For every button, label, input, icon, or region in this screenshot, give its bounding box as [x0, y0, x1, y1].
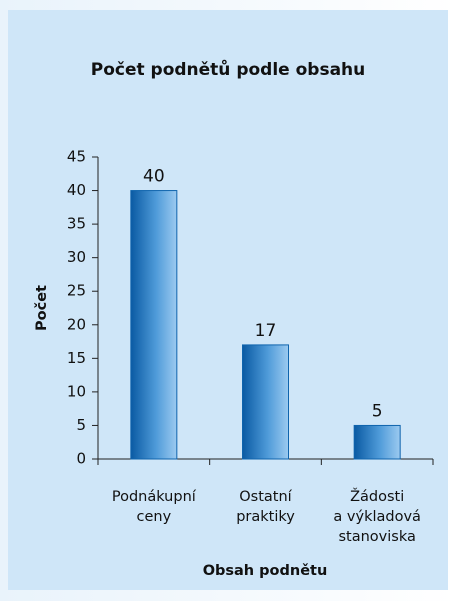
y-tick-label: 40 — [67, 181, 86, 199]
x-tick-label: stanoviska — [338, 529, 415, 545]
x-tick-label: Žádosti — [350, 487, 404, 505]
y-tick-label: 15 — [67, 349, 86, 367]
y-tick-label: 0 — [76, 450, 86, 468]
bar — [242, 344, 289, 460]
x-tick-label: ceny — [136, 509, 171, 525]
y-tick-label: 5 — [76, 416, 86, 434]
y-tick-label: 20 — [67, 315, 86, 333]
y-tick-label: 35 — [67, 215, 86, 233]
x-tick-label: Podnákupní — [112, 489, 197, 505]
y-tick-label: 45 — [67, 148, 86, 166]
x-axis-title: Obsah podnětu — [203, 563, 328, 579]
chart-panel — [8, 10, 448, 590]
value-label: 17 — [255, 321, 277, 341]
bar — [353, 424, 401, 460]
x-tick-label: a výkladová — [333, 509, 421, 525]
y-tick-label: 30 — [67, 248, 86, 266]
value-label: 5 — [372, 401, 383, 421]
x-tick-label: praktiky — [236, 509, 295, 525]
y-tick-label: 25 — [67, 282, 86, 300]
value-label: 40 — [143, 167, 165, 187]
chart-title: Počet podnětů podle obsahu — [91, 58, 366, 80]
x-tick-label: Ostatní — [239, 489, 292, 505]
y-tick-label: 10 — [67, 382, 86, 400]
y-axis-title: Počet — [34, 285, 50, 331]
bar — [130, 190, 178, 460]
